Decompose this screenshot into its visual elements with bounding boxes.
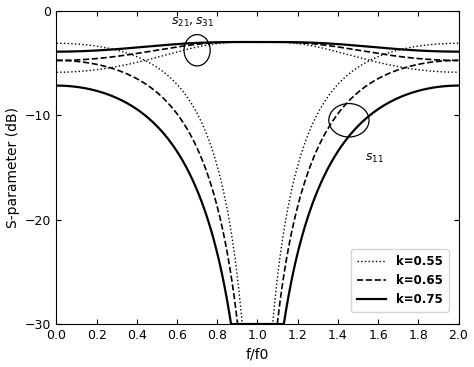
X-axis label: f/f0: f/f0 [246,348,269,361]
Legend: k=0.55, k=0.65, k=0.75: k=0.55, k=0.65, k=0.75 [351,249,448,312]
Text: $s_{11}$: $s_{11}$ [365,152,383,165]
Y-axis label: S-parameter (dB): S-parameter (dB) [6,107,19,228]
Text: $s_{21},s_{31}$: $s_{21},s_{31}$ [172,16,215,29]
